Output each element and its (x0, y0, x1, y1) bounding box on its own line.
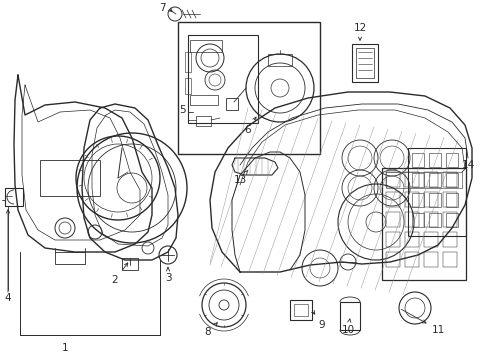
Bar (428, 173, 440, 187)
Bar (225, 98, 238, 110)
Bar (411, 153, 423, 167)
Bar (40, 160, 100, 196)
Bar (5, 188, 23, 206)
Bar (184, 52, 191, 72)
Bar (428, 213, 440, 227)
Bar (196, 116, 210, 126)
Bar (445, 173, 457, 187)
Bar (184, 78, 191, 94)
Text: 5: 5 (179, 105, 186, 115)
Text: 2: 2 (111, 263, 127, 285)
Bar (445, 193, 457, 207)
Text: 8: 8 (204, 323, 217, 337)
Bar (267, 54, 291, 66)
Bar (442, 192, 456, 207)
Bar (442, 172, 456, 187)
Bar (404, 232, 418, 247)
Text: 11: 11 (401, 309, 445, 335)
Bar (122, 258, 138, 270)
Bar (385, 212, 399, 227)
Bar (442, 212, 456, 227)
Bar (190, 95, 218, 105)
Bar (423, 252, 437, 267)
Bar (423, 192, 437, 207)
Bar (385, 172, 399, 187)
Text: 7: 7 (159, 3, 165, 13)
Bar (385, 252, 399, 267)
Bar (187, 35, 258, 123)
Bar (190, 40, 222, 52)
Text: 4: 4 (5, 293, 11, 303)
Bar (404, 172, 418, 187)
Bar (293, 304, 307, 316)
Bar (385, 192, 399, 207)
Bar (351, 44, 377, 82)
Bar (411, 193, 423, 207)
Text: 1: 1 (61, 343, 68, 353)
Text: 6: 6 (244, 117, 256, 135)
Bar (445, 213, 457, 227)
Bar (289, 300, 311, 320)
Bar (339, 302, 359, 330)
Text: 13: 13 (233, 170, 247, 185)
Text: 12: 12 (353, 23, 366, 40)
Text: 14: 14 (461, 160, 474, 170)
Bar (411, 173, 423, 187)
Bar (423, 212, 437, 227)
Bar (442, 232, 456, 247)
Text: 9: 9 (311, 310, 325, 330)
Bar (404, 212, 418, 227)
Bar (385, 172, 461, 188)
Bar (423, 172, 437, 187)
Bar (423, 232, 437, 247)
Bar (445, 153, 457, 167)
Bar (428, 193, 440, 207)
Bar (55, 252, 85, 264)
Bar (428, 153, 440, 167)
Bar (381, 168, 465, 280)
Text: 10: 10 (341, 319, 354, 335)
Text: 3: 3 (164, 267, 171, 283)
Bar (407, 148, 465, 236)
Bar (404, 252, 418, 267)
Bar (411, 213, 423, 227)
Bar (404, 192, 418, 207)
Bar (442, 252, 456, 267)
Bar (385, 232, 399, 247)
Bar (178, 22, 319, 154)
Bar (355, 48, 373, 78)
